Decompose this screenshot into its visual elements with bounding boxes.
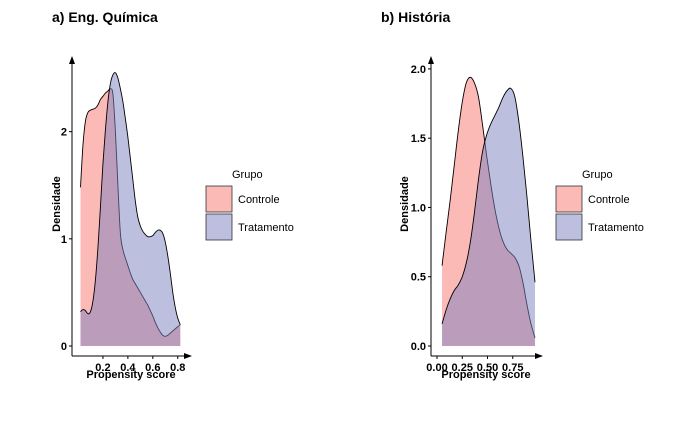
y-tick-label: 0 <box>61 341 67 353</box>
x-tick-label: 0.25 <box>452 362 473 374</box>
x-tick-label: 0.8 <box>170 362 185 374</box>
y-tick-label: 2 <box>61 127 67 139</box>
chart-panel-2: b) História 0.0 0.5 1.0 1.5 2.0 0.00 0.25 0.50 0.… <box>381 9 644 381</box>
x-axis-arrow <box>184 353 192 359</box>
y-tick-label: 2.0 <box>411 64 426 76</box>
legend: Grupo Controle Tratamento <box>555 169 644 241</box>
x-tick-label: 0.6 <box>145 362 160 374</box>
legend: Grupo Controle Tratamento <box>205 169 294 241</box>
chart-title: a) Eng. Química <box>52 9 158 25</box>
x-tick-label: 0.75 <box>502 362 523 374</box>
legend-label-controle: Controle <box>588 194 630 206</box>
x-tick-label: 0.00 <box>426 362 447 374</box>
y-tick-label: 1.0 <box>411 202 426 214</box>
y-tick-label: 1 <box>61 234 67 246</box>
legend-title: Grupo <box>232 169 263 181</box>
y-axis-arrow <box>69 56 75 64</box>
x-tick-label: 0.2 <box>95 362 110 374</box>
legend-title: Grupo <box>582 169 613 181</box>
x-tick-label: 0.50 <box>477 362 498 374</box>
y-tick-label: 0.0 <box>411 341 426 353</box>
x-axis-label: Propensity score <box>441 369 530 381</box>
legend-label-controle: Controle <box>238 194 280 206</box>
legend-key-tratamento <box>555 213 583 241</box>
legend-key-tratamento <box>205 213 233 241</box>
legend-key-controle <box>205 185 233 213</box>
y-axis-label: Densidade <box>51 176 63 232</box>
legend-key-controle <box>555 185 583 213</box>
y-tick-label: 0.5 <box>411 272 426 284</box>
legend-label-tratamento: Tratamento <box>238 222 294 234</box>
chart-title: b) História <box>381 9 450 25</box>
x-axis-label: Propensity score <box>86 369 175 381</box>
legend-label-tratamento: Tratamento <box>588 222 644 234</box>
y-axis-label: Densidade <box>399 176 411 232</box>
y-tick-label: 1.5 <box>411 133 426 145</box>
y-axis-arrow <box>428 56 434 64</box>
density-area-tratamento <box>442 88 535 347</box>
density-area-tratamento <box>80 72 181 346</box>
x-axis-arrow <box>535 353 543 359</box>
chart-panel-1: a) Eng. Química 0 1 2 0.2 0.4 0.6 0.8Propensity… <box>51 9 294 381</box>
density-line-tratamento <box>80 72 181 325</box>
density-line-tratamento <box>441 87 536 324</box>
x-tick-label: 0.4 <box>120 362 136 374</box>
